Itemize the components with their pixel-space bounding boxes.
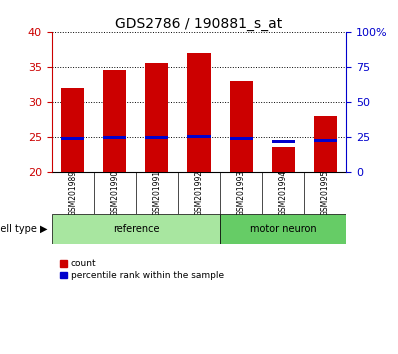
Bar [220, 214, 346, 244]
Legend: count, percentile rank within the sample: count, percentile rank within the sample [56, 256, 227, 284]
Text: cell type ▶: cell type ▶ [0, 224, 48, 234]
Title: GDS2786 / 190881_s_at: GDS2786 / 190881_s_at [115, 17, 283, 31]
Bar [61, 137, 84, 139]
Text: motor neuron: motor neuron [250, 224, 316, 234]
Bar [145, 136, 168, 139]
Bar [52, 214, 220, 244]
Text: GSM201991: GSM201991 [152, 170, 162, 216]
Bar [187, 53, 211, 172]
Text: GSM201994: GSM201994 [279, 170, 288, 216]
Text: GSM201993: GSM201993 [236, 170, 246, 216]
Bar [271, 140, 295, 143]
Bar [230, 137, 253, 139]
Bar [145, 63, 168, 172]
Bar [61, 88, 84, 172]
Text: reference: reference [113, 224, 159, 234]
Text: GSM201989: GSM201989 [68, 170, 77, 216]
Bar [230, 81, 253, 172]
Text: GSM201992: GSM201992 [195, 170, 203, 216]
Bar [103, 136, 127, 139]
Bar [103, 70, 127, 172]
Text: GSM201995: GSM201995 [321, 170, 330, 216]
Bar [314, 116, 337, 172]
Bar [271, 147, 295, 172]
Bar [187, 136, 211, 138]
Bar [314, 139, 337, 142]
Text: GSM201990: GSM201990 [110, 170, 119, 216]
